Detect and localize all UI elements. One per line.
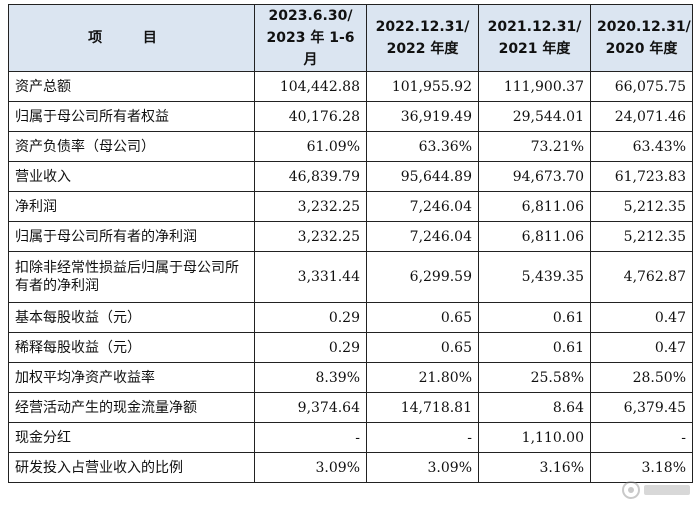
- table-row: 基本每股收益（元） 0.29 0.65 0.61 0.47: [8, 302, 693, 333]
- row-value: 0.65: [366, 302, 479, 333]
- row-value: 7,246.04: [366, 191, 479, 222]
- row-label: 营业收入: [8, 161, 255, 192]
- row-value: 6,299.59: [366, 251, 479, 303]
- row-value: 0.61: [478, 332, 591, 363]
- table-row: 经营活动产生的现金流量净额 9,374.64 14,718.81 8.64 6,379.…: [8, 392, 693, 423]
- row-value: 7,246.04: [366, 221, 479, 252]
- row-value: 28.50%: [590, 362, 693, 393]
- row-value: 6,379.45: [590, 392, 693, 423]
- row-value: 3,232.25: [254, 191, 367, 222]
- row-value: 14,718.81: [366, 392, 479, 423]
- row-value: 3.09%: [366, 452, 479, 483]
- header-item: 项 目: [8, 4, 255, 72]
- row-value: 3,331.44: [254, 251, 367, 303]
- row-value: 4,762.87: [590, 251, 693, 303]
- row-value: 3.16%: [478, 452, 591, 483]
- table-row: 资产总额 104,442.88 101,955.92 111,900.37 66,075…: [8, 71, 693, 102]
- row-label: 扣除非经常性损益后归属于母公司所有者的净利润: [8, 251, 255, 303]
- row-value: 61.09%: [254, 131, 367, 162]
- row-value: 24,071.46: [590, 101, 693, 132]
- row-label: 净利润: [8, 191, 255, 222]
- row-value: -: [366, 422, 479, 453]
- table-row: 归属于母公司所有者的净利润 3,232.25 7,246.04 6,811.06 5,2…: [8, 221, 693, 252]
- header-period: 2023.6.30/2023 年 1-6 月: [254, 4, 367, 72]
- row-value: 0.29: [254, 332, 367, 363]
- row-label: 现金分红: [8, 422, 255, 453]
- row-label: 归属于母公司所有者的净利润: [8, 221, 255, 252]
- table-row: 净利润 3,232.25 7,246.04 6,811.06 5,212.35: [8, 191, 693, 222]
- row-value: 21.80%: [366, 362, 479, 393]
- table-row: 加权平均净资产收益率 8.39% 21.80% 25.58% 28.50%: [8, 362, 693, 393]
- row-value: 5,212.35: [590, 221, 693, 252]
- row-value: 46,839.79: [254, 161, 367, 192]
- row-value: -: [590, 422, 693, 453]
- row-value: 3.09%: [254, 452, 367, 483]
- row-value: 1,110.00: [478, 422, 591, 453]
- table-row: 现金分红 - -1,110.00-: [8, 422, 693, 453]
- row-value: 61,723.83: [590, 161, 693, 192]
- row-value: 63.43%: [590, 131, 693, 162]
- row-value: 94,673.70: [478, 161, 591, 192]
- row-value: 0.61: [478, 302, 591, 333]
- row-value: 8.39%: [254, 362, 367, 393]
- table-row: 稀释每股收益（元） 0.29 0.65 0.61 0.47: [8, 332, 693, 363]
- header-period: 2020.12.31/2020 年度: [590, 4, 693, 72]
- row-label: 稀释每股收益（元）: [8, 332, 255, 363]
- row-value: 6,811.06: [478, 191, 591, 222]
- row-value: 0.47: [590, 332, 693, 363]
- row-label: 加权平均净资产收益率: [8, 362, 255, 393]
- row-value: 36,919.49: [366, 101, 479, 132]
- table-row: 资产负债率（母公司） 61.09% 63.36% 73.21% 63.43%: [8, 131, 693, 162]
- row-value: 111,900.37: [478, 71, 591, 102]
- row-value: 5,212.35: [590, 191, 693, 222]
- financial-table: 项 目 2023.6.30/2023 年 1-6 月 2022.12.31/20…: [8, 4, 693, 483]
- row-value: 95,644.89: [366, 161, 479, 192]
- row-value: 0.29: [254, 302, 367, 333]
- header-period: 2021.12.31/2021 年度: [478, 4, 591, 72]
- row-label: 归属于母公司所有者权益: [8, 101, 255, 132]
- row-value: 25.58%: [478, 362, 591, 393]
- table-header-row: 项 目 2023.6.30/2023 年 1-6 月 2022.12.31/20…: [8, 4, 693, 72]
- row-label: 资产负债率（母公司）: [8, 131, 255, 162]
- table-row: 研发投入占营业收入的比例 3.09% 3.09% 3.16% 3.18%: [8, 452, 693, 483]
- table-row: 营业收入 46,839.79 95,644.89 94,673.70 61,723.83: [8, 161, 693, 192]
- row-value: 5,439.35: [478, 251, 591, 303]
- row-label: 经营活动产生的现金流量净额: [8, 392, 255, 423]
- row-value: 0.47: [590, 302, 693, 333]
- row-value: 3.18%: [590, 452, 693, 483]
- row-value: 66,075.75: [590, 71, 693, 102]
- row-label: 基本每股收益（元）: [8, 302, 255, 333]
- row-label: 资产总额: [8, 71, 255, 102]
- row-value: -: [254, 422, 367, 453]
- row-value: 6,811.06: [478, 221, 591, 252]
- header-period: 2022.12.31/2022 年度: [366, 4, 479, 72]
- row-value: 29,544.01: [478, 101, 591, 132]
- table-row: 扣除非经常性损益后归属于母公司所有者的净利润 3,331.44 6,299.59 5,…: [8, 251, 693, 303]
- watermark-logo-icon: [622, 481, 690, 499]
- row-value: 3,232.25: [254, 221, 367, 252]
- row-value: 0.65: [366, 332, 479, 363]
- row-value: 63.36%: [366, 131, 479, 162]
- row-value: 40,176.28: [254, 101, 367, 132]
- row-label: 研发投入占营业收入的比例: [8, 452, 255, 483]
- row-value: 8.64: [478, 392, 591, 423]
- row-value: 73.21%: [478, 131, 591, 162]
- table-row: 归属于母公司所有者权益 40,176.28 36,919.49 29,544.01 24…: [8, 101, 693, 132]
- row-value: 104,442.88: [254, 71, 367, 102]
- row-value: 101,955.92: [366, 71, 479, 102]
- row-value: 9,374.64: [254, 392, 367, 423]
